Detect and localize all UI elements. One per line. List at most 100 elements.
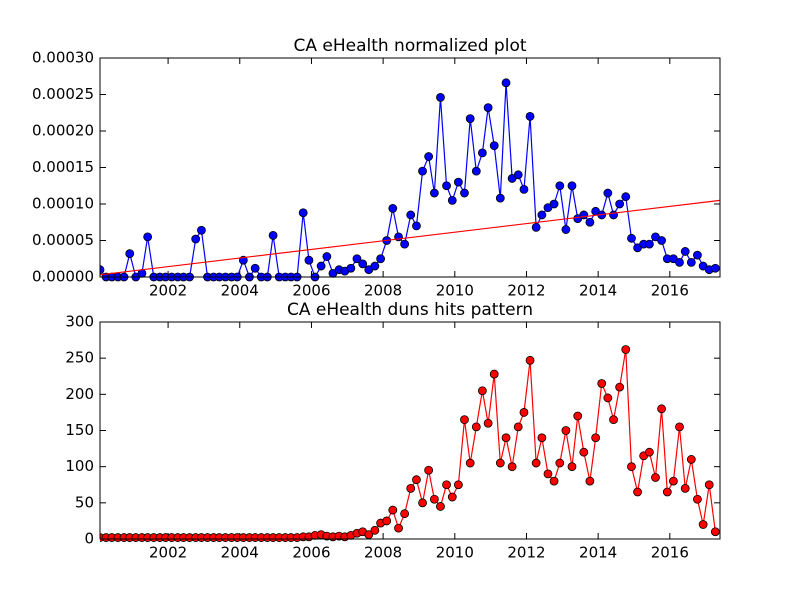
plot-area — [100, 345, 720, 542]
data-point — [680, 483, 690, 493]
y-tick-label: 0.00000 — [32, 268, 94, 286]
data-point — [675, 422, 684, 432]
data-point — [191, 234, 201, 244]
data-point — [418, 498, 427, 508]
data-point — [442, 181, 451, 191]
data-point — [400, 239, 410, 249]
data-point — [382, 516, 392, 526]
data-point — [418, 166, 427, 176]
data-point — [651, 473, 660, 482]
x-tick-label: 2002 — [149, 282, 187, 300]
data-point — [483, 103, 493, 113]
data-point — [447, 195, 457, 205]
data-point — [447, 492, 457, 502]
data-point — [531, 222, 541, 232]
data-point — [686, 257, 696, 267]
data-point — [501, 433, 511, 443]
data-point — [609, 415, 618, 425]
data-point — [424, 152, 434, 161]
data-point — [489, 141, 499, 151]
data-point — [412, 475, 421, 485]
x-tick-label: 2006 — [292, 544, 330, 562]
data-point — [549, 476, 559, 486]
y-tick-label: 250 — [65, 349, 94, 367]
data-point — [621, 192, 631, 202]
data-point — [376, 254, 386, 264]
data-point — [710, 263, 720, 273]
data-point — [537, 433, 547, 443]
data-point — [549, 199, 559, 209]
data-point — [489, 369, 499, 379]
data-point — [460, 415, 469, 425]
data-point — [579, 210, 589, 220]
data-point — [561, 225, 571, 234]
data-point — [704, 480, 714, 490]
x-tick-label: 2012 — [507, 282, 545, 300]
data-point — [657, 236, 666, 245]
data-point — [579, 447, 589, 457]
data-point — [615, 382, 625, 392]
data-point — [644, 447, 654, 457]
data-point — [644, 239, 654, 249]
data-point — [698, 520, 708, 529]
x-tick-label: 2004 — [221, 282, 259, 300]
chart-title: CA eHealth duns hits pattern — [287, 300, 533, 320]
data-point — [406, 210, 416, 220]
data-point — [483, 418, 493, 428]
x-tick-label: 2008 — [364, 282, 402, 300]
axes-frame — [99, 321, 721, 540]
data-point — [627, 462, 636, 472]
data-point — [477, 148, 487, 158]
data-point — [471, 166, 481, 176]
data-point — [465, 458, 475, 468]
data-point — [412, 221, 421, 231]
x-tick-label: 2008 — [364, 544, 402, 562]
data-point — [543, 469, 553, 479]
data-point — [662, 487, 672, 497]
data-point — [477, 386, 487, 396]
x-tick-label: 2004 — [221, 544, 259, 562]
x-tick-label: 2014 — [579, 544, 617, 562]
data-point — [686, 455, 696, 464]
data-point — [442, 480, 451, 490]
data-point — [597, 379, 607, 388]
x-tick-label: 2010 — [436, 544, 474, 562]
data-point — [388, 203, 398, 213]
data-point — [352, 254, 362, 264]
data-point — [322, 252, 332, 261]
data-point — [304, 255, 314, 265]
data-point — [436, 502, 445, 511]
y-tick-label: 0.00010 — [32, 195, 94, 213]
data-point — [621, 345, 631, 354]
data-point — [424, 465, 434, 475]
data-point — [710, 527, 720, 537]
data-point — [507, 462, 517, 472]
y-tick-label: 0.00005 — [32, 231, 94, 249]
data-point — [346, 263, 356, 273]
data-point — [627, 233, 636, 243]
data-point — [615, 199, 625, 209]
data-point — [693, 250, 702, 260]
y-tick-label: 0.00015 — [32, 158, 94, 176]
data-point — [567, 462, 577, 472]
data-point — [591, 433, 601, 443]
data-point — [298, 208, 308, 218]
data-point — [465, 114, 475, 123]
y-tick-label: 0 — [84, 530, 94, 548]
y-tick-label: 0.00030 — [32, 49, 94, 67]
data-point — [675, 257, 684, 267]
data-point — [633, 487, 642, 497]
data-point — [453, 480, 463, 490]
data-point — [603, 393, 613, 403]
data-point — [471, 422, 481, 432]
data-point — [250, 263, 260, 273]
data-point — [460, 188, 469, 198]
data-point — [406, 483, 416, 493]
x-tick-label: 2016 — [651, 282, 689, 300]
data-point — [525, 112, 535, 121]
y-tick-label: 0.00025 — [32, 85, 94, 103]
data-point — [561, 426, 571, 435]
data-point — [358, 259, 368, 269]
data-point — [669, 476, 678, 486]
